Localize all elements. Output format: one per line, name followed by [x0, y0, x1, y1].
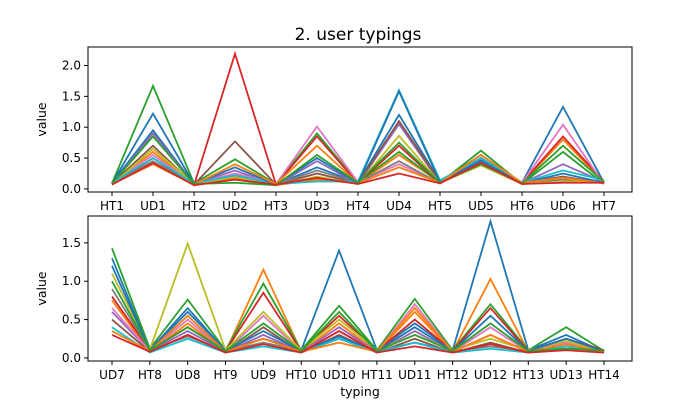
top-y-tick-label: 2.0: [62, 59, 81, 73]
bottom-x-axis: UD7 HT8 UD8 HT9 UD9 HT10 UD10 HT11 UD11 HT12 UD12 H…: [99, 361, 620, 382]
top-plot: HT1 UD1 HT2 UD2 HT3 UD3 HT4 UD4 HT5 UD5 HT6 UD6 HT7 …: [34, 46, 633, 213]
bottom-plot-frame: [87, 215, 633, 362]
top-plot-frame: [87, 46, 633, 193]
bottom-x-tick-label: HT14: [588, 368, 620, 382]
chart-title: 2. user typings: [295, 25, 422, 45]
bottom-series-line-1: [111, 218, 605, 353]
bottom-y-axis-label: value: [34, 271, 49, 305]
top-x-tick-label: HT6: [510, 199, 534, 213]
bottom-y-tick-label: 0.5: [62, 313, 81, 327]
bottom-x-tick-label: UD13: [550, 368, 583, 382]
bottom-x-tick-label: HT9: [214, 368, 238, 382]
bottom-plot-area: [111, 218, 605, 354]
top-x-tick-label: HT1: [100, 199, 124, 213]
bottom-x-tick-label: HT8: [138, 368, 162, 382]
bottom-series-line-11: [111, 265, 605, 353]
top-x-axis: HT1 UD1 HT2 UD2 HT3 UD3 HT4 UD4 HT5 UD5 HT6 UD6 HT7: [100, 192, 616, 213]
top-x-tick-label: UD6: [550, 199, 576, 213]
bottom-x-tick-label: UD11: [398, 368, 431, 382]
bottom-x-tick-label: HT10: [285, 368, 317, 382]
bottom-y-tick-label: 1.0: [62, 274, 81, 288]
top-x-tick-label: UD3: [304, 199, 330, 213]
top-x-tick-label: HT2: [182, 199, 206, 213]
bottom-x-tick-label: HT13: [512, 368, 544, 382]
bottom-x-tick-label: UD12: [474, 368, 507, 382]
bottom-x-tick-label: UD10: [322, 368, 355, 382]
top-y-tick-label: 0.5: [62, 151, 81, 165]
bottom-series-line-13: [111, 280, 605, 353]
bottom-series-line-14: [111, 330, 605, 354]
bottom-plot: UD7 HT8 UD8 HT9 UD9 HT10 UD10 HT11 UD11 HT12 UD12 H…: [34, 215, 633, 399]
top-x-tick-label: UD4: [386, 199, 412, 213]
bottom-x-tick-label: UD9: [251, 368, 277, 382]
top-series-line-14: [111, 161, 604, 187]
bottom-y-axis: 0.0 0.5 1.0 1.5: [62, 236, 88, 365]
bottom-series-line-12: [111, 306, 605, 353]
top-y-tick-label: 0.0: [62, 182, 81, 196]
top-y-tick-label: 1.0: [62, 120, 81, 134]
bottom-x-tick-label: UD7: [99, 368, 125, 382]
top-x-tick-label: UD1: [140, 199, 166, 213]
top-x-tick-label: UD5: [468, 199, 494, 213]
bottom-series-line-2: [111, 267, 605, 354]
top-x-tick-label: UD2: [222, 199, 248, 213]
bottom-x-tick-label: HT12: [437, 368, 469, 382]
bottom-y-tick-label: 0.0: [62, 351, 81, 365]
top-y-axis-label: value: [34, 102, 49, 136]
top-x-tick-label: HT4: [346, 199, 370, 213]
top-y-axis: 0.0 0.5 1.0 1.5 2.0: [62, 59, 88, 196]
bottom-y-tick-label: 1.5: [62, 236, 81, 250]
bottom-x-tick-label: HT11: [361, 368, 393, 382]
top-y-tick-label: 1.5: [62, 89, 81, 103]
top-x-tick-label: HT7: [592, 199, 616, 213]
top-x-tick-label: HT5: [428, 199, 452, 213]
bottom-x-tick-label: UD8: [175, 368, 201, 382]
top-plot-area: [111, 50, 605, 187]
bottom-x-axis-label: typing: [340, 384, 380, 399]
top-x-tick-label: HT3: [264, 199, 288, 213]
